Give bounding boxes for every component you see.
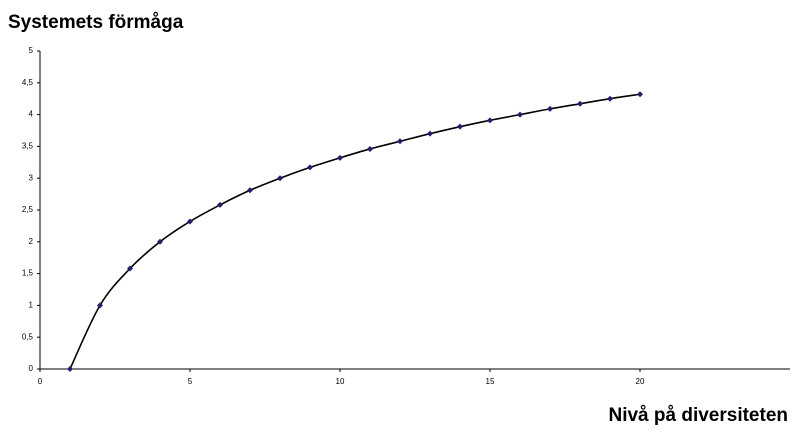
y-tick-label: 1,5 [22, 269, 34, 278]
y-tick-label: 3,5 [22, 142, 34, 151]
y-tick-label: 0,5 [22, 332, 34, 341]
data-point [397, 138, 403, 145]
y-tick-label: 4 [29, 110, 34, 119]
x-tick-label: 0 [38, 377, 43, 386]
data-point [487, 117, 493, 124]
y-tick-label: 4,5 [22, 78, 34, 87]
data-point [187, 218, 193, 225]
series-line [69, 93, 641, 370]
y-tick-label: 1 [29, 301, 34, 310]
x-tick-label: 20 [636, 377, 645, 386]
x-axis-title: Nivå på diversiteten [608, 405, 788, 426]
data-point [517, 111, 523, 118]
data-point [247, 187, 253, 194]
x-tick-label: 10 [336, 377, 345, 386]
y-tick-label: 3 [29, 173, 34, 182]
data-point [607, 95, 613, 102]
data-point [157, 238, 163, 245]
data-point [427, 130, 433, 137]
data-point [97, 302, 103, 309]
data-point [547, 105, 553, 112]
data-point [277, 175, 283, 182]
chart-title: Systemets förmåga [8, 12, 184, 33]
data-point [577, 100, 583, 107]
data-point [127, 265, 133, 272]
data-point [337, 154, 343, 161]
data-point [637, 91, 643, 98]
data-point [457, 123, 463, 130]
x-tick-label: 5 [188, 377, 193, 386]
y-tick-label: 2 [29, 237, 34, 246]
data-point [307, 164, 313, 171]
y-tick-label: 0 [29, 364, 34, 373]
data-point [367, 145, 373, 152]
data-point [67, 366, 73, 372]
data-point [217, 201, 223, 208]
x-tick-label: 15 [486, 377, 495, 386]
y-tick-label: 2,5 [22, 205, 34, 214]
y-tick-label: 5 [29, 46, 34, 55]
